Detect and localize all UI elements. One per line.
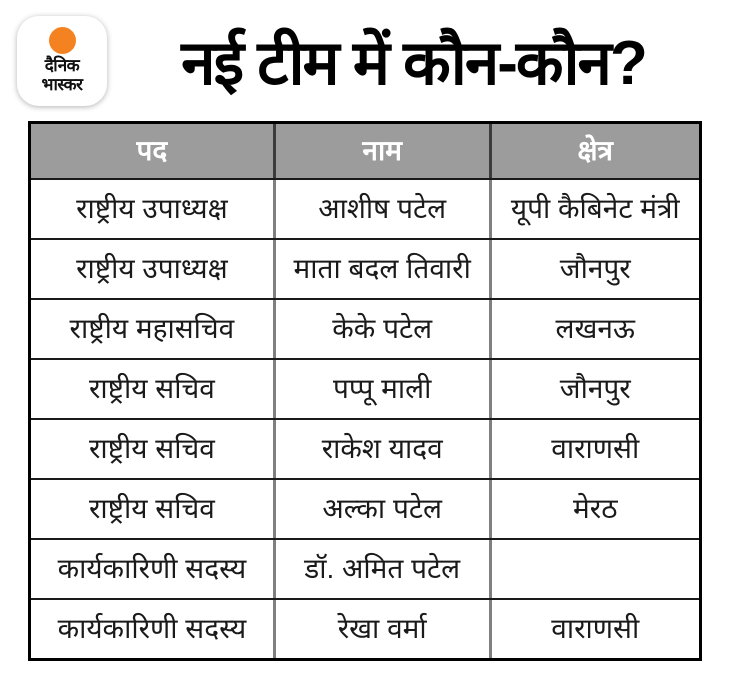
cell-name: डॉ. अमित पटेल bbox=[272, 540, 489, 598]
cell-position: राष्ट्रीय उपाध्यक्ष bbox=[76, 192, 228, 224]
table-row: कार्यकारिणी सदस्य डॉ. अमित पटेल bbox=[31, 538, 699, 598]
table-header-row: पद नाम क्षेत्र bbox=[31, 124, 699, 178]
table-row: राष्ट्रीय सचिव पप्पू माली जौनपुर bbox=[31, 358, 699, 418]
header: दैनिक भास्कर नई टीम में कौन-कौन? bbox=[0, 0, 730, 121]
cell-name: अल्का पटेल bbox=[272, 480, 489, 538]
logo-line1: दैनिक bbox=[44, 56, 80, 76]
cell-name: रेखा वर्मा bbox=[272, 600, 489, 658]
cell-region: यूपी कैबिनेट मंत्री bbox=[488, 180, 699, 238]
cell-region bbox=[488, 540, 699, 598]
table-row: राष्ट्रीय सचिव राकेश यादव वाराणसी bbox=[31, 418, 699, 478]
cell-name: पप्पू माली bbox=[272, 360, 489, 418]
column-header-kshetra: क्षेत्र bbox=[488, 124, 699, 178]
team-table: पद नाम क्षेत्र राष्ट्रीय उपाध्यक्ष आशीष … bbox=[28, 121, 702, 661]
cell-name: केके पटेल bbox=[272, 300, 489, 358]
page-title: नई टीम में कौन-कौन? bbox=[181, 28, 648, 98]
dainik-bhaskar-logo: दैनिक भास्कर bbox=[17, 15, 107, 106]
sun-dot-icon bbox=[48, 27, 76, 55]
table-row: राष्ट्रीय सचिव अल्का पटेल मेरठ bbox=[31, 478, 699, 538]
cell-region: वाराणसी bbox=[488, 420, 699, 478]
cell-position: राष्ट्रीय सचिव bbox=[88, 372, 215, 404]
cell-position: राष्ट्रीय सचिव bbox=[88, 492, 215, 524]
cell-region: लखनऊ bbox=[488, 300, 699, 358]
cell-region: जौनपुर bbox=[488, 360, 699, 418]
column-header-naam: नाम bbox=[272, 124, 489, 178]
cell-position: राष्ट्रीय सचिव bbox=[88, 432, 215, 464]
cell-position: कार्यकारिणी सदस्य bbox=[57, 612, 247, 644]
cell-name: आशीष पटेल bbox=[272, 180, 489, 238]
cell-position: राष्ट्रीय उपाध्यक्ष bbox=[76, 252, 228, 284]
cell-region: वाराणसी bbox=[488, 600, 699, 658]
cell-name: माता बदल तिवारी bbox=[272, 240, 489, 298]
cell-position: कार्यकारिणी सदस्य bbox=[57, 552, 247, 584]
column-header-pad: पद bbox=[136, 134, 168, 166]
table-row: कार्यकारिणी सदस्य रेखा वर्मा वाराणसी bbox=[31, 598, 699, 658]
cell-region: मेरठ bbox=[488, 480, 699, 538]
table-row: राष्ट्रीय उपाध्यक्ष आशीष पटेल यूपी कैबिन… bbox=[31, 178, 699, 238]
logo-text: दैनिक भास्कर bbox=[41, 56, 83, 94]
cell-position: राष्ट्रीय महासचिव bbox=[69, 312, 235, 344]
cell-name: राकेश यादव bbox=[272, 420, 489, 478]
table-row: राष्ट्रीय उपाध्यक्ष माता बदल तिवारी जौनप… bbox=[31, 238, 699, 298]
table-row: राष्ट्रीय महासचिव केके पटेल लखनऊ bbox=[31, 298, 699, 358]
cell-region: जौनपुर bbox=[488, 240, 699, 298]
logo-line2: भास्कर bbox=[41, 74, 83, 94]
